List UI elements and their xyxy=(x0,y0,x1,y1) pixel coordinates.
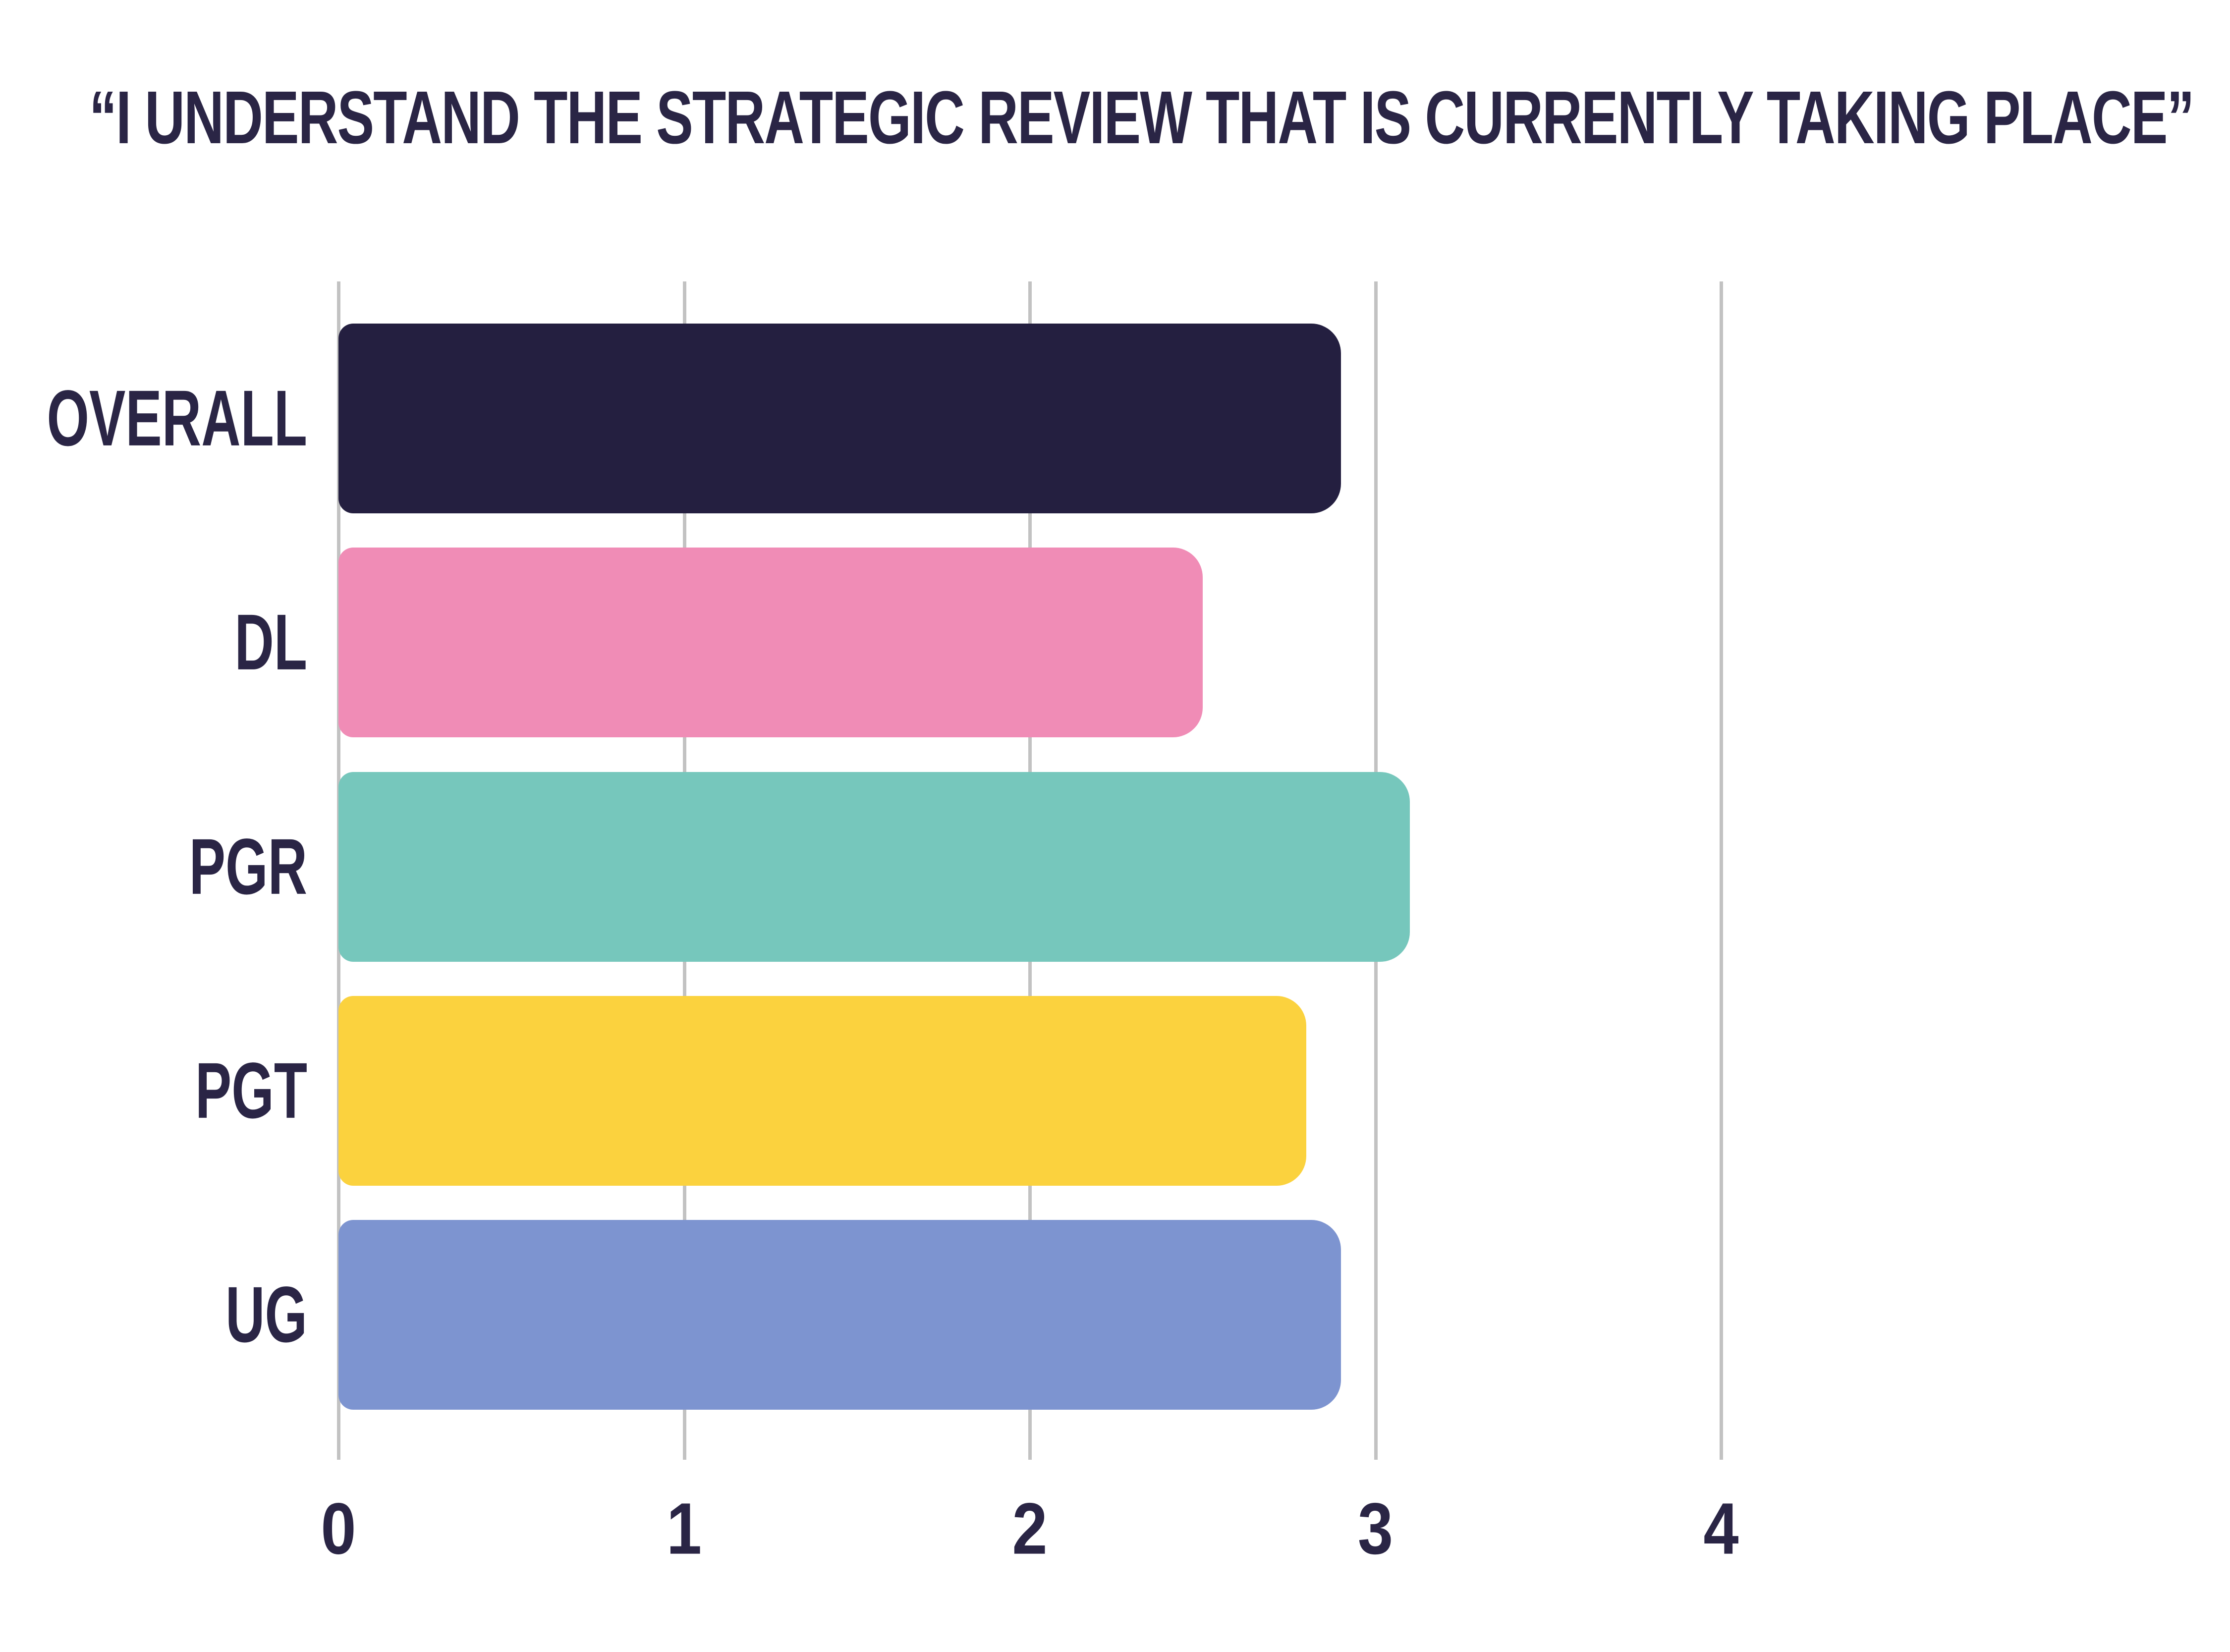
bar-dl xyxy=(338,548,1203,737)
chart-title: “I UNDERSTAND THE STRATEGIC REVIEW THAT … xyxy=(89,75,2194,160)
x-tick-label-4: 4 xyxy=(1703,1487,1739,1570)
category-label-ug: UG xyxy=(225,1270,307,1359)
category-label-overall: OVERALL xyxy=(47,374,307,463)
x-tick-label-0: 0 xyxy=(321,1487,356,1570)
bar-pgt xyxy=(338,996,1306,1186)
x-tick-label-2: 2 xyxy=(1012,1487,1048,1570)
gridline-x-4 xyxy=(1720,281,1723,1460)
x-tick-label-1: 1 xyxy=(666,1487,702,1570)
x-tick-label-3: 3 xyxy=(1357,1487,1394,1570)
bar-pgr xyxy=(338,772,1410,962)
category-label-pgt: PGT xyxy=(195,1046,307,1135)
category-label-pgr: PGR xyxy=(189,823,307,911)
bar-overall xyxy=(338,324,1341,513)
bar-ug xyxy=(338,1220,1341,1410)
category-label-dl: DL xyxy=(234,598,307,687)
